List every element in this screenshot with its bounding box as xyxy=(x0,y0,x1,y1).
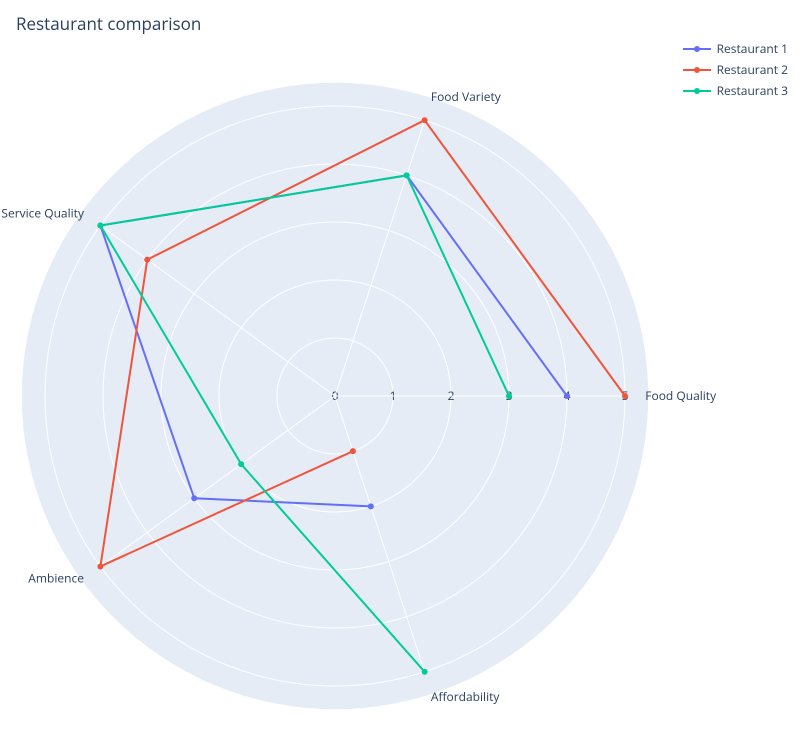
legend-label-2: Restaurant 2 xyxy=(717,61,788,78)
axis-label: Food Variety xyxy=(431,88,502,105)
legend-label-3: Restaurant 3 xyxy=(717,82,788,99)
series-marker[interactable] xyxy=(506,393,512,399)
axis-label: Food Quality xyxy=(645,387,717,404)
legend-swatch-2 xyxy=(683,64,711,76)
series-marker[interactable] xyxy=(97,563,103,569)
axis-label: Ambience xyxy=(28,569,84,586)
axis-label: Affordability xyxy=(431,688,501,705)
series-marker[interactable] xyxy=(350,448,356,454)
series-marker[interactable] xyxy=(422,117,428,123)
series-marker[interactable] xyxy=(144,257,150,263)
radar-svg: 012345Food QualityFood VarietyService Qu… xyxy=(0,40,800,720)
series-marker[interactable] xyxy=(238,461,244,467)
legend-item-3[interactable]: Restaurant 3 xyxy=(683,82,788,99)
series-marker[interactable] xyxy=(622,393,628,399)
axis-label: Service Quality xyxy=(1,205,85,222)
polar-chart-area: 012345Food QualityFood VarietyService Qu… xyxy=(0,40,800,720)
chart-title: Restaurant comparison xyxy=(16,12,201,35)
series-marker[interactable] xyxy=(368,503,374,509)
legend-swatch-3 xyxy=(683,85,711,97)
series-marker[interactable] xyxy=(422,669,428,675)
series-marker[interactable] xyxy=(564,393,570,399)
legend: Restaurant 1 Restaurant 2 Restaurant 3 xyxy=(683,40,788,103)
series-marker[interactable] xyxy=(97,223,103,229)
radar-chart-container: { "title": "Restaurant comparison", "cha… xyxy=(0,0,800,732)
legend-label-1: Restaurant 1 xyxy=(717,40,788,57)
legend-item-2[interactable]: Restaurant 2 xyxy=(683,61,788,78)
legend-item-1[interactable]: Restaurant 1 xyxy=(683,40,788,57)
legend-swatch-1 xyxy=(683,43,711,55)
series-marker[interactable] xyxy=(404,172,410,178)
series-marker[interactable] xyxy=(191,495,197,501)
